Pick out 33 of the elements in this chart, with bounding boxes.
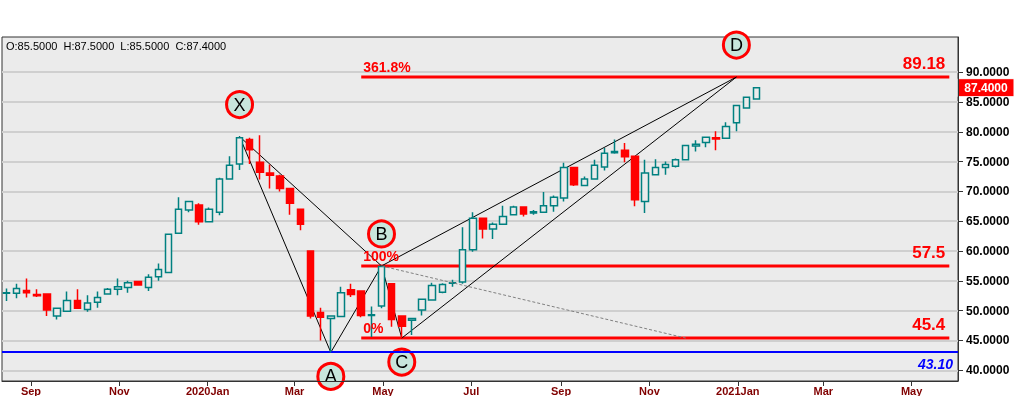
x-tick-label: 2021Jan <box>716 384 760 396</box>
annotation: X <box>233 94 246 115</box>
annotation: D <box>729 35 743 56</box>
x-tick-label: 2020Jan <box>185 384 230 396</box>
y-tick-label: 40.0000 <box>966 363 1010 378</box>
x-tick-label: Mar <box>813 384 834 396</box>
annotation: 361.8% <box>363 59 412 76</box>
data-label: 57.5 <box>912 242 946 262</box>
y-tick-label: 55.0000 <box>966 273 1010 288</box>
annotation: O:85.5000 H:87.5000 L:85.5000 C:87.4000 <box>6 39 227 52</box>
x-tick-label: Jul <box>463 384 480 396</box>
y-tick-label: 90.0000 <box>966 65 1010 80</box>
y-tick-label: 45.0000 <box>966 333 1010 348</box>
annotation: B <box>375 223 388 244</box>
x-tick-label: Nov <box>639 384 661 396</box>
x-tick-label: Mar <box>284 384 306 396</box>
x-tick-label: Sep <box>551 384 572 396</box>
x-tick-label: Sep <box>20 384 42 396</box>
data-label: 89.18 <box>902 54 946 74</box>
y-tick-label: 85.0000 <box>966 94 1010 109</box>
data-label: 45.4 <box>912 315 946 335</box>
y-tick-label: 65.0000 <box>966 214 1010 229</box>
y-tick-label: 70.0000 <box>966 184 1010 199</box>
x-tick-label: May <box>372 384 395 396</box>
annotation: C <box>395 352 409 373</box>
y-tick-label: 60.0000 <box>966 244 1010 259</box>
x-tick-label: Nov <box>108 384 131 396</box>
text: 87.4000 <box>964 80 1009 95</box>
y-tick-label: 80.0000 <box>966 124 1010 139</box>
y-tick-label: 50.0000 <box>966 303 1010 318</box>
y-tick-label: 75.0000 <box>966 154 1010 169</box>
ref-line-label: 43.10 <box>916 355 954 372</box>
x-tick-label: May <box>900 384 924 396</box>
